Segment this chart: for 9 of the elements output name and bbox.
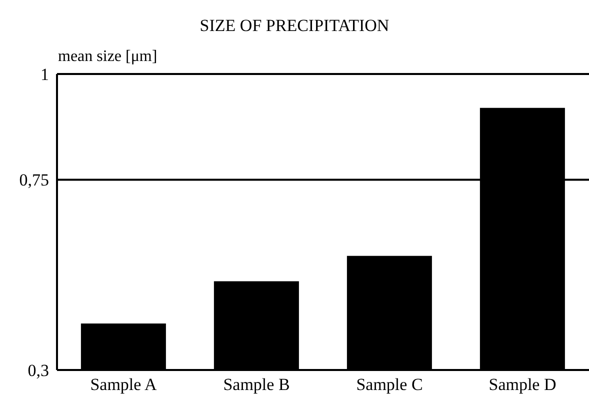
- x-tick-label: Sample B: [223, 375, 290, 394]
- x-tick-label: Sample D: [488, 375, 556, 394]
- chart-title: SIZE OF PRECIPITATION: [198, 16, 390, 36]
- y-tick-label: 0,3: [28, 361, 49, 380]
- x-tick-label: Sample C: [356, 375, 423, 394]
- y-axis-title: mean size [μm]: [58, 48, 158, 66]
- y-tick-label: 0,75: [19, 170, 49, 190]
- x-tick-label: Sample A: [90, 375, 158, 394]
- y-tick-label: 1: [40, 65, 49, 84]
